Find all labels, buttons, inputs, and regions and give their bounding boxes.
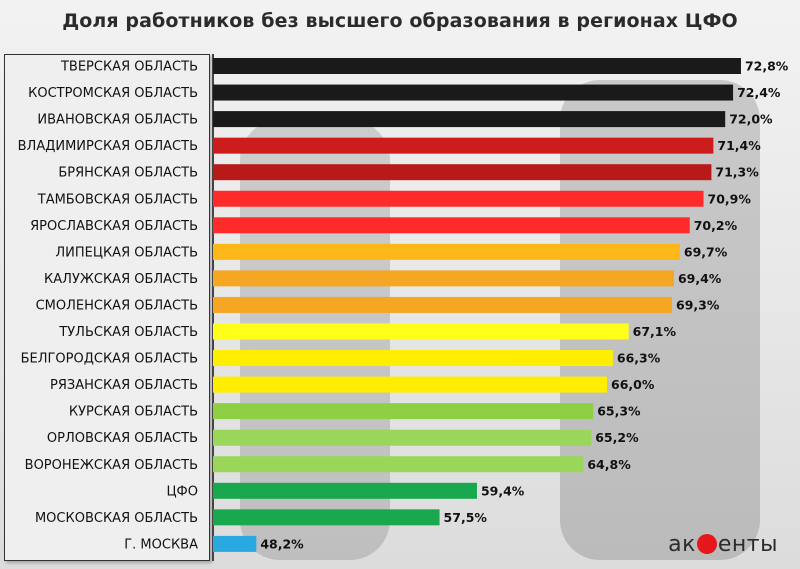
category-label: СМОЛЕНСКАЯ ОБЛАСТЬ: [36, 298, 198, 313]
value-label: 48,2%: [260, 536, 304, 551]
value-label: 70,9%: [708, 191, 752, 206]
chart-title: Доля работников без высшего образования …: [62, 10, 738, 32]
bar: [213, 84, 734, 101]
bar: [213, 243, 680, 260]
bar: [213, 296, 673, 313]
category-label: ТВЕРСКАЯ ОБЛАСТЬ: [60, 60, 198, 75]
logo-mark-icon: [696, 534, 717, 554]
value-label: 65,3%: [597, 404, 641, 419]
category-label: ИВАНОВСКАЯ ОБЛАСТЬ: [37, 113, 198, 128]
value-label: 69,7%: [684, 244, 728, 259]
category-label: ОРЛОВСКАЯ ОБЛАСТЬ: [47, 431, 198, 446]
value-label: 72,8%: [745, 59, 789, 74]
bar: [213, 190, 704, 207]
bar: [213, 429, 592, 446]
bar: [213, 509, 440, 526]
category-label: ЯРОСЛАВСКАЯ ОБЛАСТЬ: [30, 219, 198, 234]
value-label: 59,4%: [481, 483, 525, 498]
category-label: КАЛУЖСКАЯ ОБЛАСТЬ: [44, 272, 198, 287]
bar: [213, 111, 726, 128]
category-label: КУРСКАЯ ОБЛАСТЬ: [69, 405, 198, 420]
value-label: 72,4%: [737, 85, 781, 100]
value-label: 67,1%: [633, 324, 677, 339]
category-label-panel: [4, 54, 210, 561]
bar: [213, 482, 477, 499]
value-label: 71,3%: [715, 165, 759, 180]
value-label: 72,0%: [729, 112, 773, 127]
bar: [213, 403, 594, 420]
category-label: МОСКОВСКАЯ ОБЛАСТЬ: [35, 511, 198, 526]
value-label: 66,0%: [611, 377, 655, 392]
category-label: БРЯНСКАЯ ОБЛАСТЬ: [58, 166, 198, 181]
category-label: КОСТРОМСКАЯ ОБЛАСТЬ: [28, 86, 198, 101]
category-label: БЕЛГОРОДСКАЯ ОБЛАСТЬ: [21, 352, 198, 367]
bar: [213, 58, 741, 74]
category-label: ТУЛЬСКАЯ ОБЛАСТЬ: [58, 325, 198, 340]
bar: [213, 323, 629, 340]
value-label: 70,2%: [694, 218, 738, 233]
category-label: Г. МОСКВА: [124, 537, 198, 552]
category-label: ВОРОНЕЖСКАЯ ОБЛАСТЬ: [25, 458, 198, 473]
value-label: 66,3%: [617, 351, 661, 366]
value-label: 69,3%: [676, 297, 720, 312]
category-label: РЯЗАНСКАЯ ОБЛАСТЬ: [50, 378, 198, 393]
value-label: 69,4%: [678, 271, 722, 286]
category-label: ЦФО: [166, 484, 198, 499]
bar: [213, 376, 607, 393]
bar: [213, 137, 714, 154]
bar: [213, 270, 674, 287]
value-label: 71,4%: [717, 138, 761, 153]
value-label: 64,8%: [587, 457, 631, 472]
value-label: 65,2%: [595, 430, 639, 445]
bar: [213, 456, 584, 473]
bar: [213, 535, 257, 552]
background-figure-right: [560, 80, 760, 560]
category-label: ТАМБОВСКАЯ ОБЛАСТЬ: [37, 192, 198, 207]
bar: [213, 164, 712, 181]
bar: [213, 350, 613, 367]
category-label: ЛИПЕЦКАЯ ОБЛАСТЬ: [55, 245, 198, 260]
bar: [213, 217, 690, 234]
category-label: ВЛАДИМИРСКАЯ ОБЛАСТЬ: [18, 139, 198, 154]
brand-logo: ак енты: [668, 532, 778, 557]
value-label: 57,5%: [444, 510, 488, 525]
